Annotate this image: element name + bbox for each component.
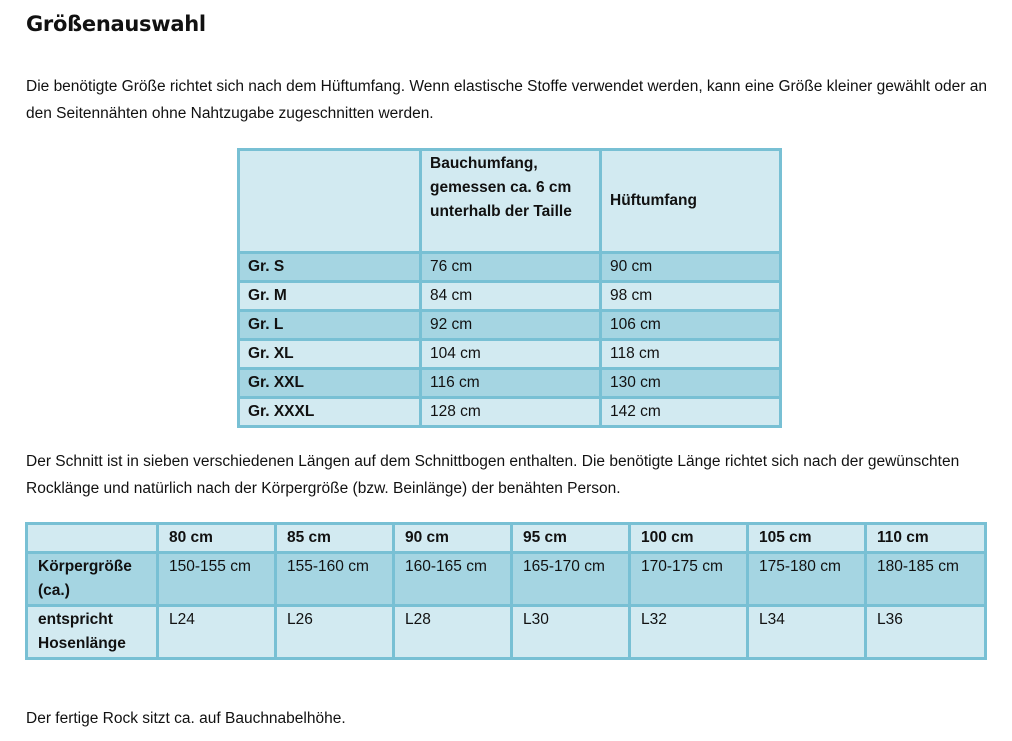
- table-row: Gr. XXXL 128 cm 142 cm: [237, 396, 782, 428]
- table-row: Gr. S 76 cm 90 cm: [237, 251, 782, 283]
- table-row: entspricht Hosenlänge L24 L26 L28 L30 L3…: [25, 604, 987, 660]
- header-cell: [237, 148, 422, 254]
- table-header-row: 80 cm 85 cm 90 cm 95 cm 100 cm 105 cm 11…: [25, 522, 987, 554]
- footer-paragraph: Der fertige Rock sitzt ca. auf Bauchnabe…: [26, 710, 346, 727]
- table-row: Gr. M 84 cm 98 cm: [237, 280, 782, 312]
- length-paragraph: Der Schnitt ist in sieben verschiedenen …: [26, 453, 960, 497]
- table-row: Gr. XL 104 cm 118 cm: [237, 338, 782, 370]
- table-row: Gr. L 92 cm 106 cm: [237, 309, 782, 341]
- length-table: 80 cm 85 cm 90 cm 95 cm 100 cm 105 cm 11…: [25, 522, 987, 660]
- header-cell: Hüftumfang: [599, 148, 782, 254]
- page-title: Größenauswahl: [26, 12, 206, 36]
- table-row: Gr. XXL 116 cm 130 cm: [237, 367, 782, 399]
- table-row: Körpergröße (ca.) 150-155 cm 155-160 cm …: [25, 551, 987, 607]
- table-header-row: Bauchumfang, gemessen ca. 6 cm unterhalb…: [237, 148, 782, 254]
- size-table: Bauchumfang, gemessen ca. 6 cm unterhalb…: [237, 148, 782, 428]
- header-cell: Bauchumfang, gemessen ca. 6 cm unterhalb…: [419, 148, 602, 254]
- intro-paragraph: Die benötigte Größe richtet sich nach de…: [26, 78, 987, 122]
